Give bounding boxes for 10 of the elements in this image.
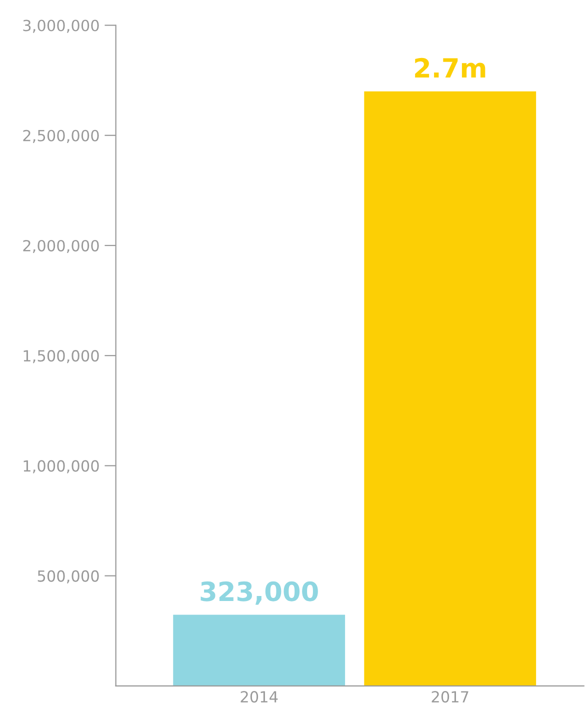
y-tick-label: 2,000,000	[23, 240, 99, 254]
y-tick-label: 500,000	[38, 570, 99, 584]
y-tick-label: 1,500,000	[24, 350, 99, 364]
y-tick-label: 1,000,000	[24, 460, 99, 474]
x-tick-label: 2017	[432, 691, 468, 703]
y-tick-label: 3,000,000	[23, 20, 99, 33]
y-tick-label: 2,500,000	[23, 130, 99, 143]
x-tick-label: 2014	[240, 691, 278, 703]
data-label: 323,000	[200, 581, 318, 605]
data-label: 2.7m	[415, 58, 486, 78]
